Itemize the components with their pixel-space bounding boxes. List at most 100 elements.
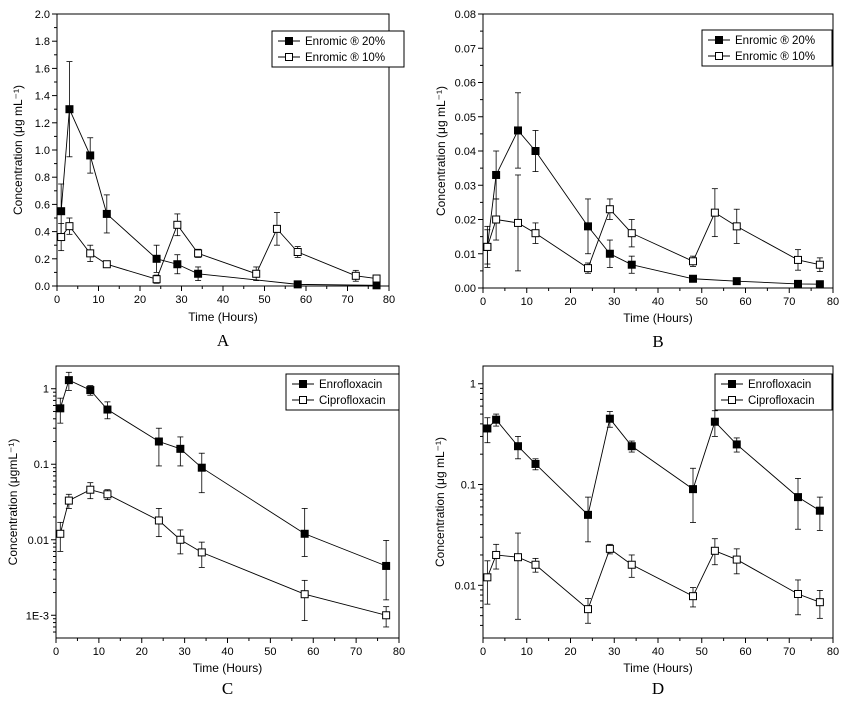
legend: Enromic ® 20% Enromic ® 10%: [701, 29, 833, 67]
legend-label: Enromic ® 10%: [735, 51, 815, 63]
data-point: [56, 529, 65, 538]
panel-letter: D: [652, 679, 664, 698]
data-point: [492, 550, 501, 559]
x-axis-label: Time (Hours): [188, 310, 258, 324]
data-point: [689, 592, 697, 601]
series-2: [57, 212, 381, 284]
legend-item-2: Enromic ® 10%: [708, 51, 815, 63]
legend-label: Enromic ® 20%: [305, 36, 385, 48]
data-point: [584, 222, 592, 231]
chart-panel-c: 0 10 20 30 40 50 60 70 80 1E-3 0.01 0.1 1 Time (Hours…: [6, 365, 405, 698]
y-tick-label: 0.03: [455, 180, 476, 192]
x-tick-label: 60: [739, 296, 751, 308]
data-point: [194, 269, 203, 278]
data-point: [372, 281, 381, 290]
x-tick-label: 20: [136, 646, 148, 658]
data-point: [627, 229, 636, 238]
x-tick-label: 30: [175, 294, 187, 306]
panel-letter: B: [652, 332, 663, 351]
x-tick-label: 10: [93, 646, 105, 658]
data-point: [57, 207, 66, 216]
data-point: [689, 257, 697, 266]
x-tick-label: 10: [521, 646, 533, 658]
y-tick-label: 0.01: [28, 535, 49, 547]
data-point: [293, 280, 302, 289]
legend-marker: [285, 37, 293, 45]
series-2: [483, 174, 824, 274]
y-tick-label: 0.1: [34, 459, 49, 471]
data-point: [710, 417, 719, 426]
data-point: [794, 255, 802, 264]
data-point: [584, 605, 592, 614]
data-point: [86, 249, 95, 258]
x-tick-label: 80: [827, 296, 839, 308]
data-point: [103, 405, 112, 414]
legend: Enromic ® 20% Enromic ® 10%: [271, 30, 405, 68]
legend: Enrofloxacin Ciprofloxacin: [714, 373, 833, 411]
series-2: [483, 532, 824, 624]
x-axis-label: Time (Hours): [623, 661, 693, 675]
data-point: [154, 516, 163, 525]
data-point: [514, 126, 522, 135]
data-point: [103, 490, 112, 499]
x-tick-label: 80: [827, 646, 839, 658]
data-point: [173, 220, 182, 229]
data-point: [176, 535, 185, 544]
x-tick-label: 0: [480, 646, 486, 658]
data-point: [492, 415, 501, 424]
y-tick-label: 0.05: [455, 112, 476, 124]
data-point: [483, 573, 492, 582]
y-tick-label: 1: [43, 384, 49, 396]
chart-panel-b: 0 10 20 30 40 50 60 70 80 0.00 0.01 0.02 0.03 0.04 0.0…: [434, 9, 839, 351]
y-tick-label: 0.02: [455, 215, 476, 227]
y-tick-label: 0.2: [35, 254, 50, 266]
legend-label: Enromic ® 20%: [735, 35, 815, 47]
data-point: [732, 555, 741, 564]
legend-marker: [728, 396, 736, 404]
data-point: [65, 105, 74, 114]
legend-item-2: Ciprofloxacin: [721, 395, 814, 407]
data-point: [86, 485, 95, 494]
data-point: [102, 209, 111, 218]
data-point: [483, 242, 492, 251]
data-point: [173, 260, 182, 269]
data-point: [197, 548, 206, 557]
data-point: [483, 424, 492, 433]
x-tick-label: 0: [53, 646, 59, 658]
series-line: [487, 417, 821, 516]
legend-item-2: Ciprofloxacin: [292, 395, 385, 407]
x-tick-label: 40: [652, 296, 664, 308]
x-tick-label: 80: [383, 294, 395, 306]
legend-label: Ciprofloxacin: [319, 395, 385, 407]
panel-letter: C: [222, 679, 233, 698]
x-tick-label: 60: [739, 646, 751, 658]
x-tick-label: 0: [54, 294, 60, 306]
data-point: [605, 414, 614, 423]
x-tick-label: 30: [608, 296, 620, 308]
x-tick-label: 60: [307, 646, 319, 658]
data-point: [627, 442, 636, 451]
y-tick-label: 1: [470, 379, 476, 391]
data-point: [300, 590, 309, 599]
y-tick-label: 0.06: [455, 78, 476, 90]
legend-item-1: Enrofloxacin: [292, 379, 382, 391]
y-tick-label: 2.0: [35, 9, 50, 21]
data-point: [627, 260, 636, 269]
legend-item-1: Enrofloxacin: [721, 379, 811, 391]
y-tick-label: 0.0: [35, 281, 50, 293]
x-tick-label: 40: [652, 646, 664, 658]
x-tick-label: 50: [696, 646, 708, 658]
x-tick-label: 50: [258, 294, 270, 306]
legend-item-2: Enromic ® 10%: [278, 52, 385, 64]
data-point: [514, 442, 522, 451]
data-point: [584, 510, 592, 519]
legend-marker: [299, 396, 307, 404]
data-point: [605, 544, 614, 553]
y-tick-label: 1.4: [35, 91, 50, 103]
data-point: [64, 376, 73, 385]
legend-label: Enrofloxacin: [748, 379, 811, 391]
y-tick-label: 0.1: [461, 480, 476, 492]
y-tick-label: 1.8: [35, 36, 50, 48]
